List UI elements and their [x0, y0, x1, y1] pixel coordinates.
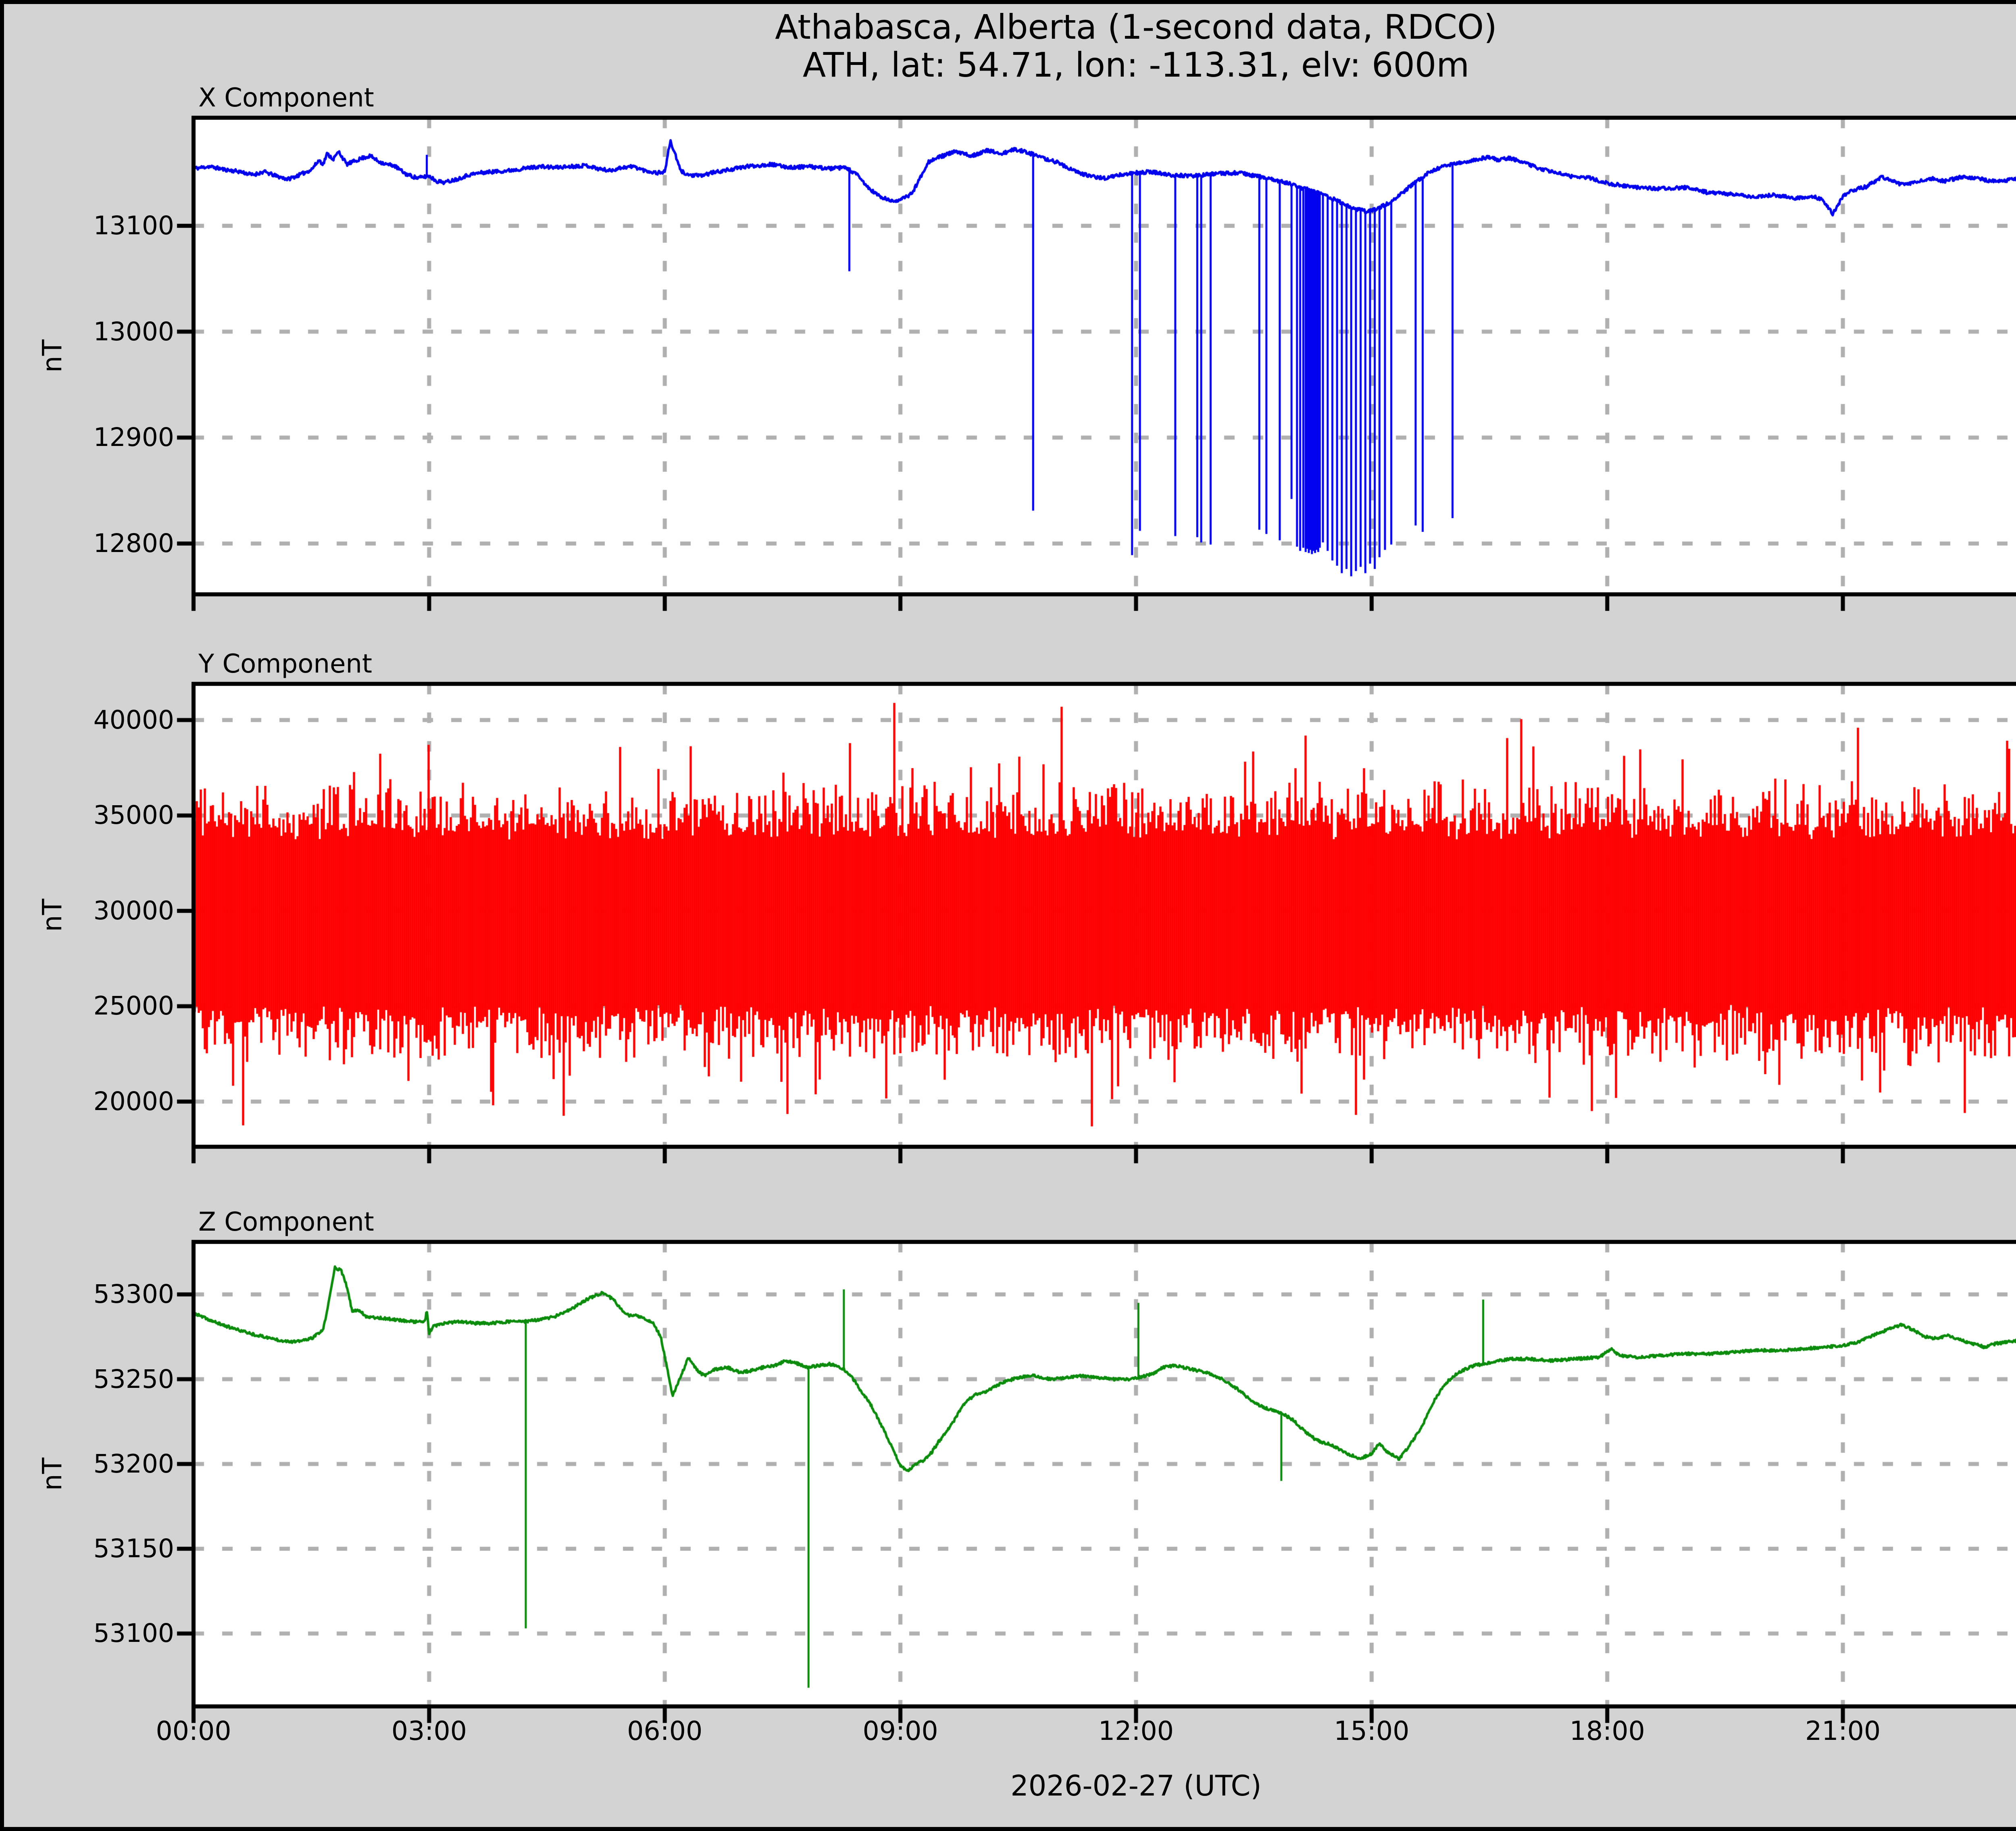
x-tick-label: 00:00 [156, 1716, 231, 1746]
x-axis-label: 2026-02-27 (UTC) [1010, 1769, 1262, 1802]
y-tick-label: 53300 [93, 1279, 174, 1309]
panel-title-x-component: X Component [198, 83, 374, 113]
panel-title-y-component: Y Component [198, 649, 372, 679]
y-tick-label: 53200 [93, 1449, 174, 1479]
y-tick-label: 13000 [93, 317, 174, 346]
figure-title-line1: Athabasca, Alberta (1-second data, RDCO) [775, 7, 1497, 47]
y-tick-label: 53150 [93, 1533, 174, 1563]
x-tick-label: 09:00 [862, 1716, 938, 1746]
x-tick-label: 06:00 [627, 1716, 703, 1746]
y-tick-label: 30000 [93, 896, 174, 925]
figure-title: Athabasca, Alberta (1-second data, RDCO)… [194, 8, 2016, 84]
x-tick-label: 03:00 [391, 1716, 467, 1746]
y-tick-label: 40000 [93, 705, 174, 735]
y-axis-label-x-panel: nT [37, 339, 68, 373]
x-tick-label: 12:00 [1098, 1716, 1174, 1746]
y-tick-label: 35000 [93, 800, 174, 830]
x-tick-label: 21:00 [1805, 1716, 1881, 1746]
panel-title-z-component: Z Component [198, 1207, 374, 1237]
y-tick-label: 12900 [93, 423, 174, 452]
y-tick-label: 25000 [93, 991, 174, 1021]
figure-title-line2: ATH, lat: 54.71, lon: -113.31, elv: 600m [802, 45, 1470, 85]
y-tick-label: 12800 [93, 528, 174, 558]
y-tick-label: 53100 [93, 1619, 174, 1648]
y-tick-label: 20000 [93, 1086, 174, 1116]
x-tick-label: 18:00 [1569, 1716, 1645, 1746]
y-tick-label: 53250 [93, 1364, 174, 1394]
y-tick-label: 13100 [93, 210, 174, 240]
x-tick-label: 15:00 [1334, 1716, 1410, 1746]
